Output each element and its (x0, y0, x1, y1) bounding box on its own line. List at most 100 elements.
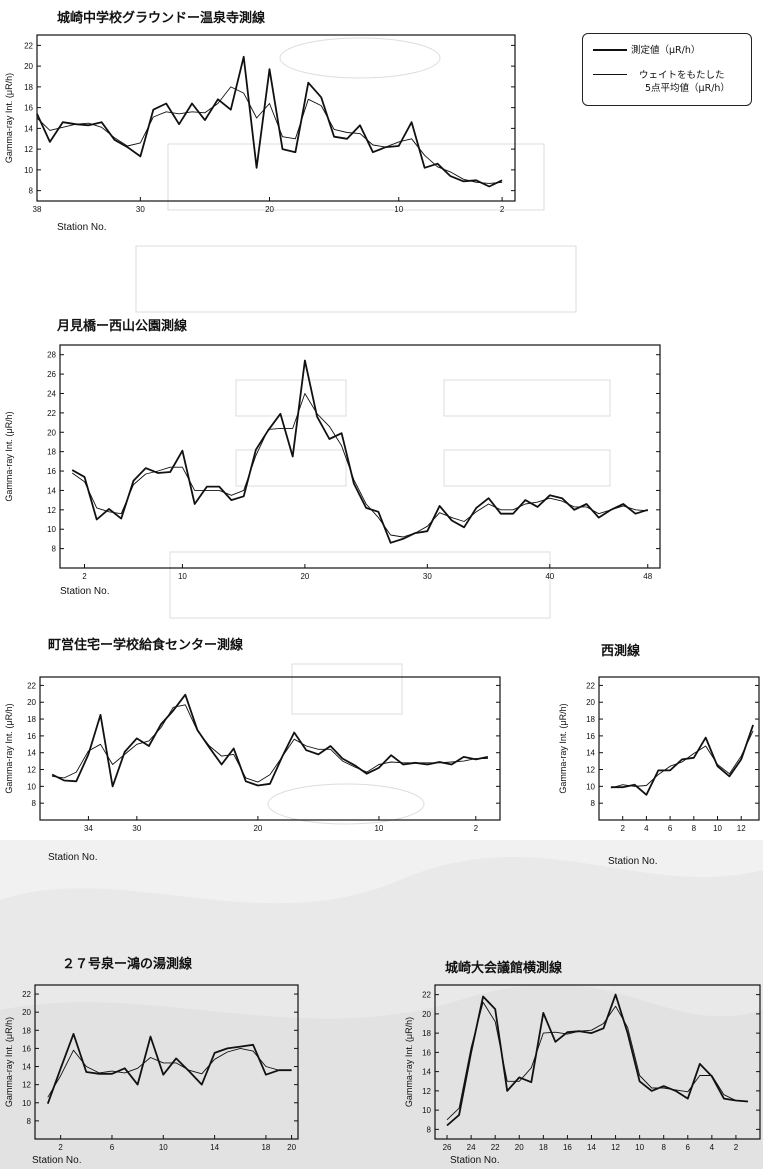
x-tick-label: 20 (265, 205, 274, 214)
x-tick-label: 6 (686, 1143, 691, 1152)
y-tick-label: 8 (427, 1125, 432, 1134)
series-line-average (446, 1001, 749, 1121)
y-tick-label: 16 (22, 1044, 31, 1053)
y-tick-label: 10 (47, 525, 56, 534)
x-tick-label: 20 (300, 572, 309, 581)
x-axis-label-1: Station No. (57, 222, 107, 233)
chart-title-3: 町営住宅ー学校給食センター測線 (48, 638, 244, 653)
y-tick-label: 20 (422, 1010, 431, 1019)
y-axis-label: Gamma-ray Int. (μR/h) (4, 411, 14, 501)
x-tick-label: 10 (159, 1143, 168, 1152)
chart-title-1: 城崎中学校グラウンドー温泉寺測線 (57, 11, 266, 26)
x-tick-label: 2 (734, 1143, 739, 1152)
y-tick-label: 8 (29, 187, 34, 196)
y-tick-label: 22 (24, 41, 33, 50)
chart-title-2: 月見橋ー西山公園測線 (57, 319, 188, 334)
x-tick-label: 22 (491, 1143, 500, 1152)
x-axis-label-4: Station No. (608, 856, 658, 867)
y-tick-label: 24 (47, 389, 56, 398)
y-axis-label: Gamma-ray Int. (μR/h) (4, 73, 14, 163)
chart-3: 8 10 12 14 16 18 20 22 34 30 20 10 2 Gamma-ray Int. (… (4, 676, 501, 833)
y-tick-label: 12 (422, 1087, 431, 1096)
x-tick-label: 14 (210, 1143, 219, 1152)
series-line-average (47, 1047, 292, 1098)
x-axis-label-5: Station No. (32, 1155, 82, 1166)
y-axis-label: Gamma-ray Int. (μR/h) (4, 1017, 14, 1107)
y-tick-label: 20 (22, 1008, 31, 1017)
y-tick-label: 22 (422, 991, 431, 1000)
y-tick-label: 26 (47, 370, 56, 379)
y-tick-label: 20 (24, 62, 33, 71)
x-tick-label: 2 (82, 572, 87, 581)
y-tick-label: 8 (32, 799, 37, 808)
x-tick-label: 12 (611, 1143, 620, 1152)
y-tick-label: 14 (47, 486, 56, 495)
series-line-measured (46, 1033, 292, 1105)
legend-average-label-2: 5点平均値（μR/h） (645, 83, 730, 94)
legend-measured-label: 測定値（μR/h） (631, 45, 701, 56)
x-tick-label: 38 (33, 205, 42, 214)
x-tick-label: 14 (587, 1143, 596, 1152)
y-tick-label: 20 (27, 698, 36, 707)
series-line-measured (71, 359, 649, 544)
y-tick-label: 20 (47, 428, 56, 437)
x-tick-label: 26 (443, 1143, 452, 1152)
y-tick-label: 18 (24, 83, 33, 92)
y-tick-label: 8 (52, 545, 57, 554)
x-tick-label: 34 (84, 824, 93, 833)
series-line-average (610, 730, 754, 789)
x-tick-label: 10 (713, 824, 722, 833)
x-tick-label: 2 (620, 824, 625, 833)
y-tick-label: 8 (27, 1117, 32, 1126)
legend-average-line (593, 74, 627, 75)
y-tick-label: 12 (24, 145, 33, 154)
x-axis-label-2: Station No. (60, 586, 110, 597)
plot-frame (434, 984, 761, 1140)
y-tick-label: 14 (586, 749, 595, 758)
legend: 測定値（μR/h） ウェイトをもたした 5点平均値（μR/h） (582, 33, 752, 106)
y-tick-label: 18 (586, 715, 595, 724)
series-line-measured (610, 724, 754, 796)
plot-frame (598, 676, 760, 821)
plot-frame (59, 344, 661, 569)
x-tick-label: 2 (474, 824, 479, 833)
chart-1: 8 10 12 14 16 18 20 22 38 30 20 10 2 Gamma-ray Int. (… (4, 34, 516, 214)
y-tick-label: 16 (27, 732, 36, 741)
y-tick-label: 22 (586, 681, 595, 690)
x-tick-label: 20 (287, 1143, 296, 1152)
plot-frame (36, 34, 516, 202)
chart-2: 8 10 12 14 16 18 20 22 24 26 28 2 10 20 30 40 48 Gamma-ra… (4, 344, 661, 581)
y-axis-label: Gamma-ray Int. (μR/h) (4, 703, 14, 793)
y-tick-label: 14 (422, 1068, 431, 1077)
x-axis-label-3: Station No. (48, 852, 98, 863)
x-tick-label: 4 (710, 1143, 715, 1152)
chart-6: 8 10 12 14 16 18 20 22 26 24 22 20 18 16 14 12 10 8 6 4 2 Gam… (404, 984, 761, 1152)
x-tick-label: 48 (643, 572, 652, 581)
x-tick-label: 10 (178, 572, 187, 581)
y-tick-label: 14 (22, 1063, 31, 1072)
x-axis-label-6: Station No. (450, 1155, 500, 1166)
chart-title-6: 城崎大会議館横測線 (445, 961, 563, 976)
y-tick-label: 18 (27, 715, 36, 724)
x-tick-label: 30 (136, 205, 145, 214)
y-tick-label: 12 (22, 1081, 31, 1090)
series-line-measured (36, 55, 503, 188)
y-tick-label: 8 (591, 799, 596, 808)
y-tick-label: 10 (24, 166, 33, 175)
x-tick-label: 12 (737, 824, 746, 833)
x-tick-label: 6 (668, 824, 673, 833)
x-tick-label: 20 (253, 824, 262, 833)
y-tick-label: 10 (422, 1106, 431, 1115)
x-tick-label: 30 (423, 572, 432, 581)
series-line-measured (446, 993, 749, 1127)
y-tick-label: 20 (586, 698, 595, 707)
x-tick-label: 10 (635, 1143, 644, 1152)
y-tick-label: 18 (22, 1026, 31, 1035)
y-tick-label: 16 (586, 732, 595, 741)
y-tick-label: 14 (24, 124, 33, 133)
y-tick-label: 12 (586, 766, 595, 775)
x-tick-label: 2 (500, 205, 505, 214)
y-axis-label: Gamma-ray Int. (μR/h) (404, 1017, 414, 1107)
